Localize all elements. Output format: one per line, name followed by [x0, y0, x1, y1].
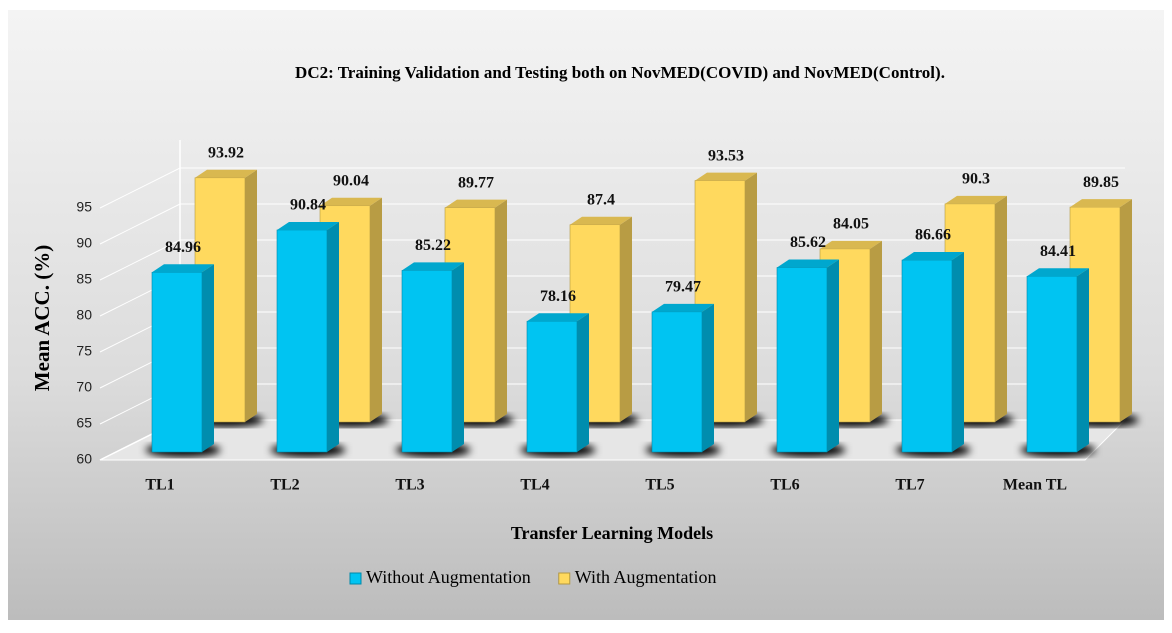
- bar-side: [370, 197, 382, 422]
- bar-top: [820, 240, 882, 249]
- bar: [276, 229, 328, 453]
- bar: [1026, 275, 1078, 453]
- value-label: 84.05: [833, 216, 869, 233]
- bar-top: [695, 172, 757, 181]
- bar-top: [777, 259, 839, 268]
- bar-side: [745, 172, 757, 422]
- bar-top: [1070, 199, 1132, 208]
- x-tick-label: TL3: [395, 477, 424, 494]
- bar-side: [995, 195, 1007, 422]
- bar: [776, 267, 828, 453]
- value-label: 93.92: [208, 144, 244, 161]
- bar-side: [245, 169, 257, 422]
- value-label: 85.62: [790, 234, 826, 251]
- x-tick-label: TL4: [520, 477, 549, 494]
- legend-swatch: [349, 572, 362, 585]
- bar-side: [870, 240, 882, 422]
- y-tick-label: 80: [76, 307, 92, 323]
- bar-side: [452, 262, 464, 452]
- bar: [651, 311, 703, 453]
- legend-label: With Augmentation: [575, 567, 717, 587]
- value-label: 86.66: [915, 227, 951, 244]
- legend-label: Without Augmentation: [366, 567, 531, 587]
- bar-side: [495, 199, 507, 422]
- y-tick-label: 75: [76, 343, 92, 359]
- bar-top: [277, 221, 339, 230]
- bar-side: [202, 264, 214, 452]
- x-tick-label: Mean TL: [1003, 477, 1067, 494]
- bar: [901, 259, 953, 453]
- y-tick-label: 70: [76, 379, 92, 395]
- bar-top: [945, 195, 1007, 204]
- bar: [401, 270, 453, 453]
- y-tick-label: 90: [76, 235, 92, 251]
- bar-top: [320, 197, 382, 206]
- bar-top: [570, 216, 632, 225]
- y-tick-label: 85: [76, 271, 92, 287]
- bar-side: [827, 259, 839, 452]
- bar-side: [620, 216, 632, 422]
- value-label: 78.16: [540, 288, 576, 305]
- bar-side: [1120, 199, 1132, 422]
- value-label: 93.53: [708, 147, 744, 164]
- bar: [526, 320, 578, 453]
- value-label: 79.47: [665, 278, 701, 295]
- x-tick-label: TL2: [270, 477, 299, 494]
- x-tick-label: TL7: [895, 477, 924, 494]
- chart-title: DC2: Training Validation and Testing bot…: [295, 63, 945, 82]
- x-tick-label: TL1: [145, 477, 174, 494]
- y-tick-label: 95: [76, 199, 92, 215]
- bar-top: [1027, 268, 1089, 277]
- bar: [151, 271, 203, 453]
- x-tick-label: TL6: [770, 477, 799, 494]
- bar-side: [1077, 268, 1089, 452]
- value-label: 87.4: [587, 191, 615, 208]
- y-axis-title: Mean ACC. (%): [30, 245, 54, 391]
- value-label: 84.96: [165, 239, 201, 256]
- bar-side: [327, 221, 339, 452]
- bar-top: [402, 262, 464, 271]
- value-label: 90.84: [290, 197, 326, 214]
- bar-side: [702, 303, 714, 452]
- y-tick-label: 60: [76, 451, 92, 467]
- y-tick-label: 65: [76, 415, 92, 431]
- grid-line: [99, 203, 1125, 245]
- value-label: 89.85: [1083, 174, 1119, 191]
- legend-swatch: [558, 572, 571, 585]
- value-label: 89.77: [458, 174, 494, 191]
- bar-top: [195, 169, 257, 178]
- bar-top: [652, 303, 714, 312]
- bar-top: [527, 313, 589, 322]
- x-axis-title: Transfer Learning Models: [511, 523, 713, 543]
- bar-top: [152, 264, 214, 273]
- value-label: 84.41: [1040, 243, 1076, 260]
- bar-side: [577, 313, 589, 452]
- grid-line: [99, 167, 1125, 209]
- bar-side: [952, 252, 964, 452]
- value-label: 85.22: [415, 237, 451, 254]
- bar-top: [445, 199, 507, 208]
- x-tick-label: TL5: [645, 477, 674, 494]
- grid-line: [99, 239, 1125, 281]
- value-label: 90.04: [333, 172, 369, 189]
- bar-top: [902, 252, 964, 261]
- value-label: 90.3: [962, 171, 990, 188]
